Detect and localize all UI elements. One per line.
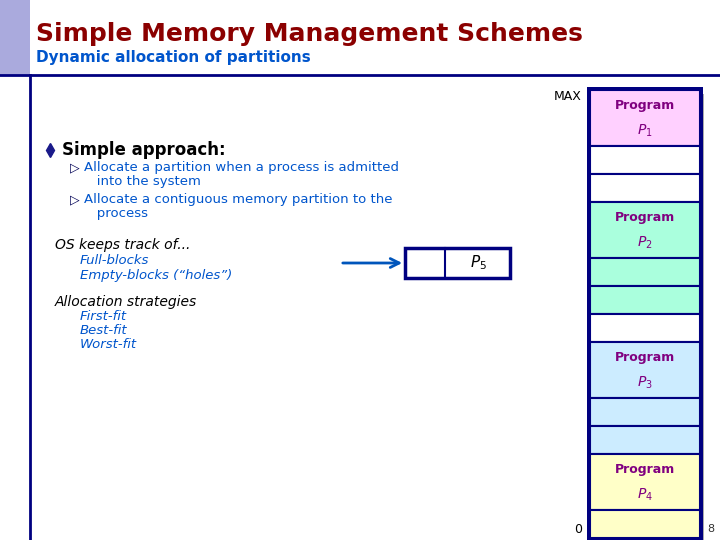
Text: MAX: MAX	[554, 90, 582, 103]
Text: Allocate a partition when a process is admitted: Allocate a partition when a process is a…	[84, 161, 399, 174]
Text: 8: 8	[707, 524, 714, 534]
Bar	[405, 248, 510, 278]
Text: Program: Program	[615, 99, 675, 112]
Text: ▷: ▷	[70, 193, 80, 206]
Bar	[590, 454, 700, 510]
Text: ▷: ▷	[70, 161, 80, 174]
Text: $P_1$: $P_1$	[637, 122, 653, 139]
Bar	[590, 398, 700, 426]
Text: Dynamic allocation of partitions: Dynamic allocation of partitions	[36, 50, 311, 65]
Text: Simple approach:: Simple approach:	[62, 141, 225, 159]
Text: Empty-blocks (“holes”): Empty-blocks (“holes”)	[80, 269, 233, 282]
FancyArrowPatch shape	[343, 259, 399, 267]
Bar	[590, 426, 700, 454]
Text: Best-fit: Best-fit	[80, 325, 127, 338]
Bar	[594, 94, 704, 540]
Text: 0: 0	[574, 523, 582, 536]
Bar	[590, 258, 700, 286]
Text: OS keeps track of...: OS keeps track of...	[55, 238, 190, 252]
Text: Worst-fit: Worst-fit	[80, 339, 137, 352]
Text: process: process	[84, 207, 148, 220]
Text: Program: Program	[615, 211, 675, 224]
Bar	[590, 510, 700, 538]
Text: $P_4$: $P_4$	[637, 486, 653, 503]
Text: Allocate a contiguous memory partition to the: Allocate a contiguous memory partition t…	[84, 193, 392, 206]
Bar	[587, 87, 703, 540]
Text: Program: Program	[615, 351, 675, 364]
Text: Simple Memory Management Schemes: Simple Memory Management Schemes	[36, 22, 583, 46]
Text: $P_5$: $P_5$	[470, 254, 487, 272]
Bar	[30, 75, 720, 540]
Bar	[590, 314, 700, 342]
Bar	[0, 0, 720, 75]
Text: Full-blocks: Full-blocks	[80, 254, 149, 267]
Text: First-fit: First-fit	[80, 310, 127, 323]
Bar	[590, 286, 700, 314]
Text: $P_3$: $P_3$	[637, 374, 653, 390]
Text: Program: Program	[615, 463, 675, 476]
Text: into the system: into the system	[84, 176, 201, 188]
Bar	[590, 202, 700, 258]
Bar	[590, 90, 700, 146]
Bar	[590, 342, 700, 398]
Bar	[590, 146, 700, 174]
Bar	[0, 0, 30, 75]
Bar	[590, 174, 700, 202]
Text: $P_2$: $P_2$	[637, 234, 653, 251]
Text: Allocation strategies: Allocation strategies	[55, 295, 197, 309]
